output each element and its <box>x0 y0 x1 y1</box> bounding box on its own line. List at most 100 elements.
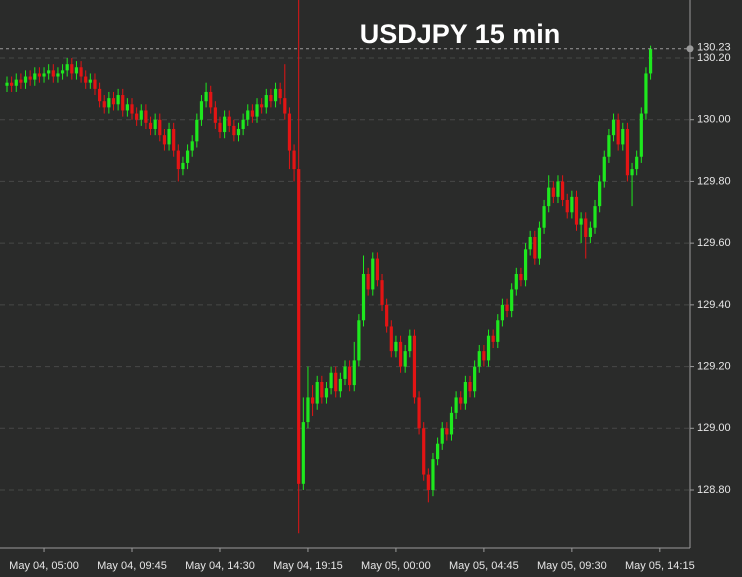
candle-body <box>287 113 292 151</box>
candle-body <box>380 280 384 305</box>
candle-body <box>60 70 65 74</box>
candle-body <box>10 82 14 86</box>
x-tick-label: May 04, 05:00 <box>9 560 79 572</box>
candle-body <box>301 422 305 484</box>
candle-body <box>102 101 106 108</box>
candle-body <box>602 156 606 182</box>
last-price-label: 130.23 <box>697 42 731 54</box>
y-tick-label: 129.00 <box>697 422 731 434</box>
candle-body <box>98 88 102 102</box>
candle-body <box>70 64 74 74</box>
candle-body <box>324 388 329 398</box>
candle-body <box>273 88 278 102</box>
candle-body <box>111 98 116 105</box>
candle-body <box>616 119 620 145</box>
candle-body <box>644 73 648 114</box>
candle-body <box>648 48 653 74</box>
candle-body <box>14 79 18 86</box>
candle-body <box>551 187 555 197</box>
candle-body <box>116 95 120 105</box>
candle-body <box>334 372 338 392</box>
candle-body <box>199 101 204 120</box>
candle-body <box>65 64 69 71</box>
candle-body <box>561 181 565 200</box>
candle-body <box>505 304 509 312</box>
candle-body <box>422 428 426 475</box>
candle-body <box>176 150 180 170</box>
candle-body <box>366 274 370 290</box>
x-tick-label: May 04, 14:30 <box>185 560 255 572</box>
candle-body <box>584 218 588 237</box>
candle-body <box>139 110 143 120</box>
candle-body <box>306 397 310 423</box>
candle-body <box>519 274 523 281</box>
candle-body <box>19 79 23 83</box>
candle-body <box>486 335 491 361</box>
x-tick-label: May 05, 04:45 <box>449 560 519 572</box>
candle-body <box>556 181 560 197</box>
candle-body <box>121 95 125 111</box>
candle-body <box>621 128 625 145</box>
x-tick-label: May 05, 00:00 <box>361 560 431 572</box>
candle-body <box>593 206 597 228</box>
candle-body <box>496 320 500 342</box>
candle-body <box>107 98 111 108</box>
candle-body <box>37 73 42 77</box>
candle-body <box>491 335 495 342</box>
candle-body <box>542 206 546 228</box>
candle-body <box>510 289 514 312</box>
candle-body <box>227 116 231 126</box>
y-tick-label: 129.80 <box>697 175 731 187</box>
candle-body <box>269 95 273 102</box>
candle-body <box>348 366 352 386</box>
candle-body <box>79 67 83 77</box>
candle-body <box>635 156 639 170</box>
y-tick-label: 129.60 <box>697 237 731 249</box>
y-tick-label: 128.80 <box>697 484 731 496</box>
candle-body <box>135 113 139 120</box>
candle-body <box>209 91 213 108</box>
candle-body <box>398 341 403 367</box>
candle-body <box>459 397 463 404</box>
candle-body <box>278 88 282 99</box>
candle-body <box>181 162 185 170</box>
candle-body <box>162 135 167 145</box>
candle-body <box>445 428 449 435</box>
candle-body <box>241 119 245 129</box>
candle-body <box>389 326 393 352</box>
y-tick-label: 129.40 <box>697 299 731 311</box>
candle-body <box>218 122 222 133</box>
x-tick-label: May 05, 09:30 <box>537 560 607 572</box>
candle-body <box>598 181 602 207</box>
y-tick-label: 130.00 <box>697 114 731 126</box>
candle-body <box>125 104 129 111</box>
candle-body <box>144 110 148 123</box>
candle-body <box>361 274 366 321</box>
candle-body <box>449 412 454 435</box>
candle-body <box>246 110 250 120</box>
candle-body <box>28 76 32 80</box>
candle-body <box>130 104 134 114</box>
candle-body <box>223 116 227 133</box>
last-price-dot <box>686 45 694 53</box>
candle-body <box>292 150 296 170</box>
candle-body <box>537 227 542 259</box>
candle-body <box>514 274 518 290</box>
candle-body <box>51 70 55 77</box>
candle-body <box>579 218 583 225</box>
candle-body <box>639 113 643 157</box>
candle-body <box>588 227 592 237</box>
candle-body <box>630 169 634 176</box>
x-tick-label: May 04, 09:45 <box>97 560 167 572</box>
candle-body <box>547 187 551 207</box>
candle-body <box>204 91 208 102</box>
candle-body <box>611 119 616 136</box>
candle-body <box>264 95 268 108</box>
candle-body <box>533 236 537 259</box>
candle-body <box>454 397 458 413</box>
candle-body <box>473 366 477 392</box>
candle-body <box>84 76 88 83</box>
y-tick-label: 129.20 <box>697 360 731 372</box>
